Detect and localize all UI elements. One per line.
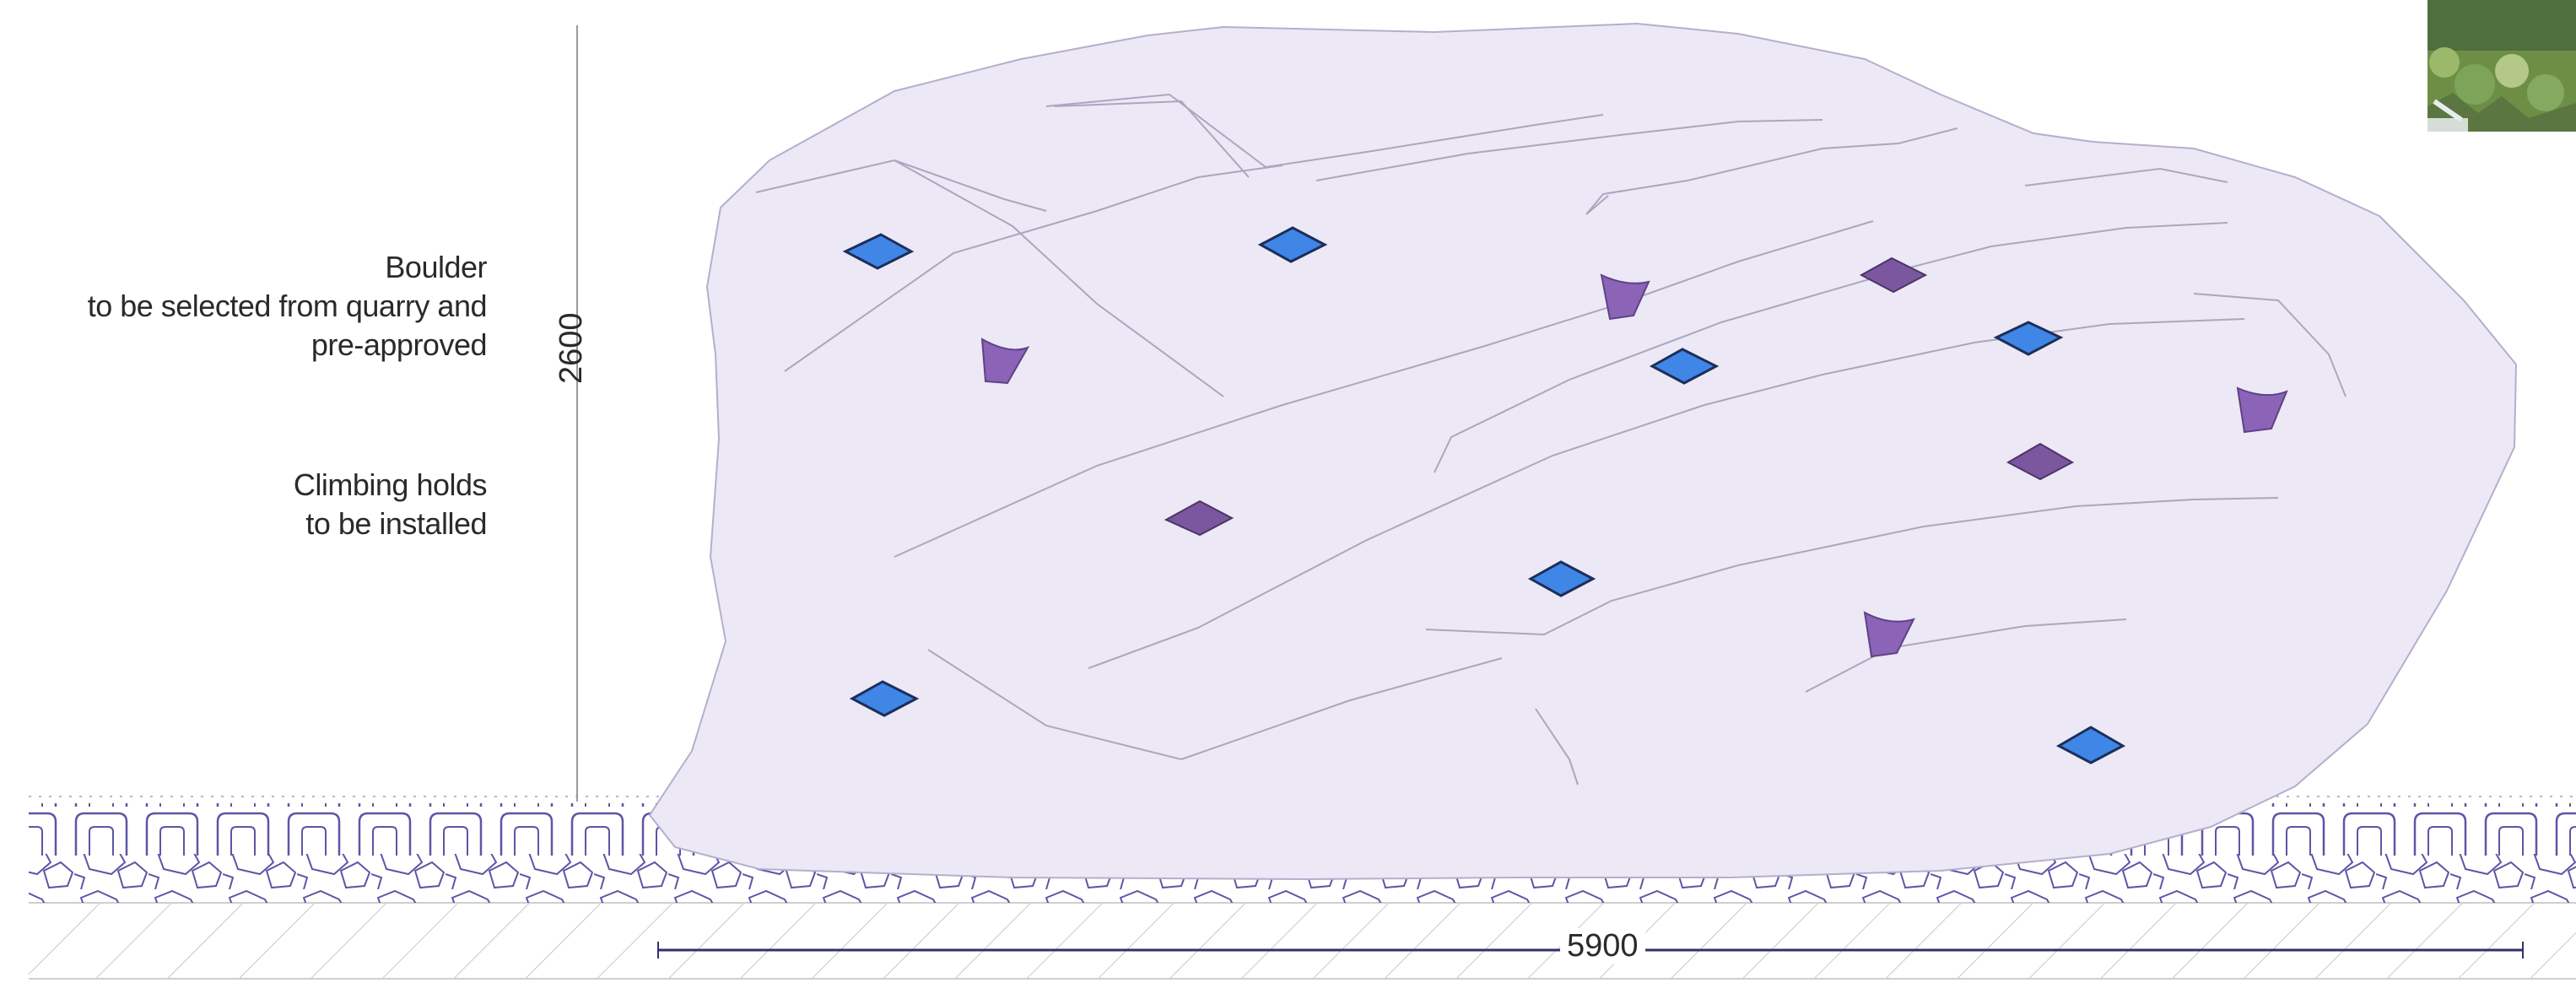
height-dimension-label: 2600 [554, 312, 589, 384]
climbing-hold [1527, 560, 1596, 597]
climbing-hold [1863, 611, 1915, 658]
site-photo-thumbnail [2427, 0, 2576, 132]
climbing-hold [1164, 500, 1234, 537]
blue-holds [842, 226, 2126, 764]
climbing-hold [1600, 273, 1650, 321]
climbing-hold [1859, 256, 1928, 294]
climbing-hold [849, 680, 920, 717]
width-dimension-label: 5900 [1560, 928, 1645, 964]
climbing-hold [980, 338, 1030, 385]
purple-volume-holds [980, 273, 2288, 658]
climbing-hold [2006, 442, 2075, 481]
boulder-label-line2: to be selected from quarry and [87, 289, 488, 323]
purple-diamond-holds [1164, 256, 2075, 537]
climbing-hold [1257, 226, 1328, 263]
soil-hatch [29, 903, 2576, 979]
boulder-callout: Boulder to be selected from quarry and p… [87, 248, 488, 364]
holds-callout: Climbing holds to be installed [293, 466, 488, 543]
climbing-hold [1993, 321, 2064, 356]
climbing-hold [842, 233, 915, 270]
climbing-hold [1649, 348, 1720, 385]
climbing-hold [2236, 386, 2288, 434]
holds-label-line2: to be installed [305, 506, 487, 541]
climbing-hold [2055, 726, 2126, 764]
boulder-label-title: Boulder [385, 250, 487, 284]
holds-label-title: Climbing holds [293, 467, 488, 502]
boulder-label-line3: pre-approved [311, 327, 488, 362]
boulder-outline [648, 22, 2518, 881]
boulder-facet-lines [755, 93, 2346, 786]
